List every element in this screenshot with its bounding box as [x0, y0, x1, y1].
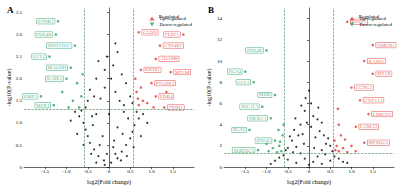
svg-text:-log10(P-value): -log10(P-value) [206, 69, 213, 107]
svg-text:0: 0 [20, 165, 23, 170]
svg-text:-1.5: -1.5 [241, 169, 249, 174]
svg-text:2.5: 2.5 [16, 54, 23, 59]
svg-text:FEZF1: FEZF1 [165, 32, 180, 37]
svg-text:3.5: 3.5 [16, 10, 23, 15]
svg-text:1.5: 1.5 [170, 169, 177, 174]
svg-text:2.0: 2.0 [16, 76, 23, 81]
svg-text:ETNK1: ETNK1 [38, 19, 54, 24]
svg-text:6: 6 [220, 101, 223, 106]
svg-text:CYP1A1: CYP1A1 [364, 98, 383, 103]
svg-text:2: 2 [220, 143, 223, 148]
svg-text:12: 12 [217, 37, 223, 42]
svg-text:EMP1: EMP1 [24, 94, 37, 99]
svg-text:-1.5: -1.5 [41, 169, 49, 174]
svg-text:14: 14 [217, 16, 223, 21]
svg-text:10: 10 [217, 59, 223, 64]
svg-text:GLDN: GLDN [143, 30, 157, 35]
svg-text:ZNF43: ZNF43 [256, 138, 271, 143]
svg-text:8: 8 [220, 80, 223, 85]
svg-text:CCL2: CCL2 [33, 54, 46, 59]
svg-text:0.5: 0.5 [127, 169, 134, 174]
svg-text:CCL2: CCL2 [237, 80, 250, 85]
svg-text:HMOX1: HMOX1 [377, 43, 395, 48]
svg-text:0: 0 [108, 169, 111, 174]
svg-text:1.0: 1.0 [348, 169, 355, 174]
svg-text:-0.5: -0.5 [284, 169, 292, 174]
svg-text:log2(Fold change): log2(Fold change) [87, 179, 131, 186]
svg-text:MT1M: MT1M [175, 70, 190, 75]
svg-text:RASD1: RASD1 [369, 59, 385, 64]
svg-text:0: 0 [308, 169, 311, 174]
svg-text:TNNI1: TNNI1 [169, 105, 184, 110]
svg-text:3.0: 3.0 [16, 32, 23, 37]
svg-text:LIMCH1: LIMCH1 [373, 112, 392, 117]
svg-text:0: 0 [220, 165, 223, 170]
svg-text:PDK4: PDK4 [160, 94, 173, 99]
svg-text:HIST1H1C: HIST1H1C [48, 43, 72, 48]
svg-text:PTGER3: PTGER3 [156, 81, 175, 86]
svg-text:-0.5: -0.5 [84, 169, 92, 174]
svg-text:PDE4B: PDE4B [36, 32, 52, 37]
svg-text:0.5: 0.5 [16, 143, 23, 148]
svg-text:B: B [208, 5, 214, 15]
svg-text:-log10(P-value): -log10(P-value) [6, 69, 13, 107]
svg-text:1.5: 1.5 [16, 98, 23, 103]
svg-text:RGS2: RGS2 [233, 127, 246, 132]
svg-text:1.0: 1.0 [148, 169, 155, 174]
svg-text:MT1X: MT1X [377, 71, 391, 76]
svg-text:IL18R1: IL18R1 [47, 76, 63, 81]
svg-text:log2(Fold change): log2(Fold change) [287, 179, 331, 186]
svg-text:CCNG2: CCNG2 [356, 85, 373, 90]
svg-text:Regulated: Regulated [159, 14, 180, 19]
svg-text:PDE4B: PDE4B [247, 48, 263, 53]
svg-text:Down-regulated: Down-regulated [160, 22, 193, 27]
svg-text:RGS4: RGS4 [229, 69, 242, 74]
svg-text:CYP4B1: CYP4B1 [164, 43, 183, 48]
svg-text:4: 4 [220, 122, 223, 127]
svg-text:Down-regulated: Down-regulated [360, 22, 393, 27]
svg-text:A: A [7, 5, 14, 15]
svg-text:MFSD2A: MFSD2A [369, 140, 389, 145]
svg-text:-1.0: -1.0 [63, 169, 71, 174]
svg-text:NKX3-1: NKX3-1 [249, 116, 267, 121]
svg-text:MDK: MDK [259, 92, 271, 97]
svg-text:ADAM8: ADAM8 [160, 56, 178, 61]
svg-text:MSX1: MSX1 [36, 103, 50, 108]
svg-text:Regulated: Regulated [359, 14, 380, 19]
svg-text:-1.0: -1.0 [263, 169, 271, 174]
svg-text:MAGOH: MAGOH [48, 65, 67, 70]
svg-text:0.5: 0.5 [327, 169, 334, 174]
svg-text:SERINC5: SERINC5 [233, 148, 254, 153]
svg-text:1.5: 1.5 [370, 169, 377, 174]
svg-text:LAMA3: LAMA3 [360, 124, 378, 129]
svg-text:SEL1L3: SEL1L3 [241, 104, 258, 109]
svg-text:KRT81: KRT81 [145, 67, 160, 72]
svg-text:1.0: 1.0 [16, 120, 23, 125]
